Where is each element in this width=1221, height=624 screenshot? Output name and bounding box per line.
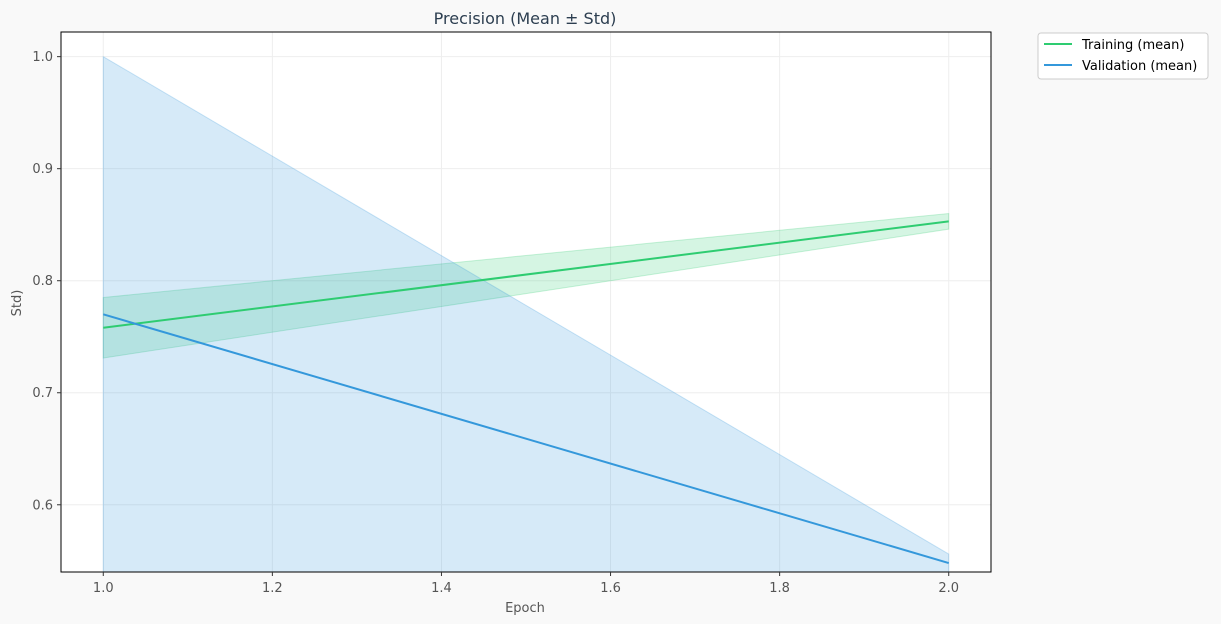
grid-lines — [61, 32, 991, 572]
y-tick-label: 0.7 — [32, 386, 53, 401]
mean-line-0 — [103, 220, 949, 329]
x-tick-label: 1.8 — [769, 581, 790, 596]
legend-label-training: Training (mean) — [1081, 38, 1184, 53]
y-axis-ticks: 0.6 0.7 0.8 0.9 1.0 — [32, 50, 61, 513]
std-bands — [102, 55, 950, 573]
y-tick-label: 0.6 — [32, 498, 53, 513]
mean-line-1 — [102, 313, 950, 564]
legend-label-validation: Validation (mean) — [1082, 59, 1197, 74]
mean-lines — [102, 220, 950, 564]
x-tick-label: 1.6 — [600, 581, 621, 596]
y-axis-label: Std) — [10, 290, 25, 317]
y-tick-label: 1.0 — [32, 50, 53, 65]
x-axis-ticks: 1.0 1.2 1.4 1.6 1.8 2.0 — [93, 572, 959, 596]
x-tick-label: 2.0 — [938, 581, 959, 596]
y-tick-label: 0.9 — [32, 162, 53, 177]
plot-frame — [60, 31, 992, 573]
legend: Training (mean) Validation (mean) — [1037, 32, 1209, 80]
legend-frame — [1037, 32, 1209, 80]
x-axis-label: Epoch — [505, 601, 545, 616]
x-tick-label: 1.2 — [262, 581, 283, 596]
plot-area — [61, 32, 991, 572]
x-tick-label: 1.4 — [431, 581, 452, 596]
y-tick-label: 0.8 — [32, 274, 53, 289]
chart-title: Precision (Mean ± Std) — [434, 9, 617, 28]
x-tick-label: 1.0 — [93, 581, 114, 596]
std-band-0 — [102, 212, 950, 359]
